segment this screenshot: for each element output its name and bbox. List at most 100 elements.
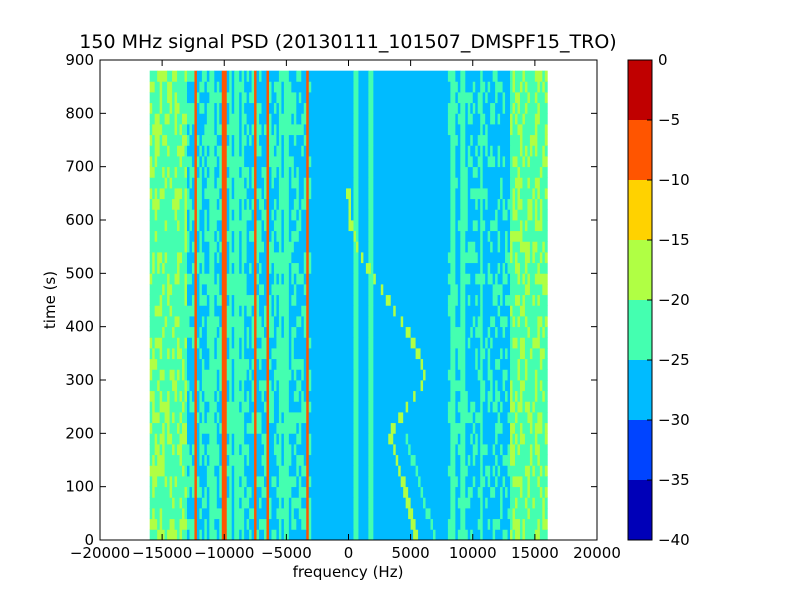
heatmap-cell <box>201 70 208 82</box>
heatmap-cell <box>301 465 307 477</box>
heatmap-cell <box>373 273 377 285</box>
heatmap-cell <box>306 177 310 189</box>
heatmap-cell <box>514 529 521 540</box>
heatmap-cell <box>226 70 230 82</box>
heatmap-cell <box>524 518 538 530</box>
heatmap-cell <box>194 188 198 200</box>
heatmap-cell <box>157 230 185 242</box>
heatmap-cell <box>268 262 272 274</box>
heatmap-cell <box>199 273 215 285</box>
heatmap-cell <box>239 209 243 221</box>
heatmap-cell <box>229 81 233 93</box>
heatmap-cell <box>288 380 297 392</box>
heatmap-cell <box>226 198 230 210</box>
heatmap-cell <box>524 433 536 445</box>
heatmap-cell <box>301 497 307 509</box>
heatmap-cell <box>194 156 198 168</box>
heatmap-cell <box>353 476 359 488</box>
heatmap-cell <box>221 518 228 530</box>
heatmap-cell <box>164 220 168 232</box>
heatmap-cell <box>529 508 543 520</box>
heatmap-cell <box>455 454 461 466</box>
heatmap-cell <box>457 220 469 232</box>
heatmap-cell <box>475 454 481 466</box>
heatmap-cell <box>149 380 158 392</box>
heatmap-cell <box>534 422 543 434</box>
heatmap-cell <box>514 188 518 200</box>
heatmap-cell <box>519 305 526 317</box>
heatmap-cell <box>229 209 233 221</box>
heatmap-cell <box>455 124 461 136</box>
heatmap-cell <box>186 92 195 104</box>
heatmap-cell <box>266 326 270 338</box>
heatmap-cell <box>353 124 359 136</box>
heatmap-cell <box>184 220 188 232</box>
heatmap-cell <box>191 156 195 168</box>
heatmap-cell <box>465 294 469 306</box>
heatmap-cell <box>254 476 257 488</box>
heatmap-cell <box>276 145 282 157</box>
heatmap-cell <box>182 348 188 360</box>
heatmap-cell <box>206 113 215 125</box>
heatmap-cell <box>460 433 466 445</box>
heatmap-cell <box>266 422 270 434</box>
heatmap-cell <box>254 166 257 178</box>
heatmap-cell <box>308 337 312 349</box>
heatmap-cell <box>194 497 198 509</box>
heatmap-cell <box>480 380 486 392</box>
heatmap-cell <box>303 188 307 200</box>
heatmap-cell <box>460 209 469 221</box>
heatmap-cell <box>470 326 474 338</box>
heatmap-cell <box>226 241 230 253</box>
heatmap-cell <box>450 198 456 210</box>
heatmap-cell <box>373 358 421 370</box>
heatmap-cell <box>231 294 235 306</box>
heatmap-cell <box>231 92 235 104</box>
heatmap-cell <box>353 422 359 434</box>
heatmap-cell <box>505 198 508 210</box>
heatmap-cell <box>229 476 233 488</box>
heatmap-cell <box>457 358 466 370</box>
heatmap-cell <box>162 444 166 456</box>
heatmap-cell <box>485 220 491 232</box>
heatmap-cell <box>283 273 290 285</box>
heatmap-cell <box>495 390 501 402</box>
heatmap-cell <box>308 284 354 296</box>
heatmap-cell <box>410 497 424 509</box>
heatmap-cell <box>510 177 516 189</box>
heatmap-cell <box>308 262 312 274</box>
heatmap-cell <box>162 305 170 317</box>
heatmap-cell <box>502 92 506 104</box>
heatmap-cell <box>308 518 312 530</box>
heatmap-cell <box>266 198 270 210</box>
heatmap-cell <box>353 508 359 520</box>
heatmap-cell <box>495 113 498 125</box>
heatmap-cell <box>529 284 543 296</box>
heatmap-cell <box>529 401 533 413</box>
heatmap-cell <box>288 273 292 285</box>
heatmap-cell <box>373 476 402 488</box>
heatmap-cell <box>254 145 257 157</box>
heatmap-cell <box>482 294 494 306</box>
heatmap-cell <box>241 102 245 114</box>
heatmap-cell <box>537 433 546 445</box>
heatmap-cell <box>221 134 228 146</box>
heatmap-cell <box>529 326 538 338</box>
heatmap-cell <box>492 145 498 157</box>
heatmap-cell <box>167 92 173 104</box>
heatmap-cell <box>467 220 474 232</box>
heatmap-cell <box>189 188 195 200</box>
heatmap-cell <box>154 230 158 242</box>
heatmap-cell <box>226 81 230 93</box>
heatmap-cell <box>373 294 387 306</box>
heatmap-cell <box>154 486 170 498</box>
heatmap-cell <box>358 348 369 360</box>
heatmap-cell <box>229 380 233 392</box>
heatmap-cell <box>266 380 270 392</box>
heatmap-cell <box>497 198 501 210</box>
heatmap-cell <box>254 209 257 221</box>
heatmap-cell <box>296 70 302 82</box>
heatmap-cell <box>276 134 280 146</box>
heatmap-cell <box>291 497 302 509</box>
heatmap-cell <box>291 209 297 221</box>
